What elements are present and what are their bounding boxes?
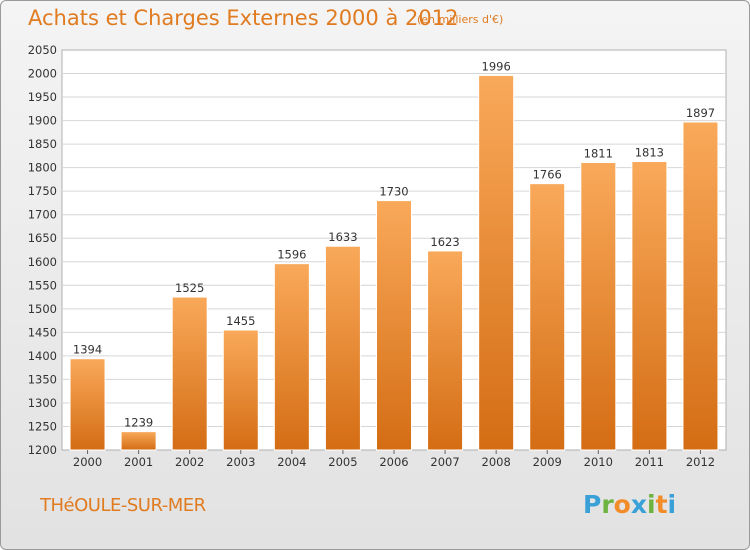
y-tick-label: 1600 — [28, 255, 57, 269]
bar-2011 — [631, 161, 668, 451]
logo-letter: o — [613, 490, 631, 519]
data-label-2011: 1813 — [635, 146, 664, 160]
bar-2005 — [324, 245, 361, 451]
bar-2012 — [682, 121, 719, 451]
x-tick-label: 2008 — [482, 455, 511, 469]
data-label-2001: 1239 — [124, 416, 153, 430]
x-tick-label: 2003 — [226, 455, 255, 469]
y-tick-label: 1850 — [28, 137, 57, 151]
proxiti-logo: Proxiti — [583, 490, 676, 519]
bar-2003 — [222, 329, 259, 451]
data-label-2003: 1455 — [226, 314, 255, 328]
y-tick-label: 1250 — [28, 419, 57, 433]
x-tick-label: 2010 — [584, 455, 613, 469]
bar-2007 — [427, 250, 464, 451]
x-tick-label: 2007 — [430, 455, 459, 469]
data-labels: 1394 1239 1525 1455 1596 1633 1730 1623 1996 1766… — [73, 59, 715, 429]
data-label-2008: 1996 — [482, 59, 511, 73]
bar-2004 — [273, 263, 310, 451]
x-tick-label: 2002 — [175, 455, 204, 469]
x-tick-label: 2009 — [533, 455, 562, 469]
data-label-2000: 1394 — [73, 343, 102, 357]
bars — [69, 74, 719, 451]
data-label-2010: 1811 — [584, 146, 613, 160]
x-axis-tick-labels: 2000 2001 2002 2003 2004 2005 2006 2007 2008 2009… — [73, 450, 715, 469]
y-tick-label: 1900 — [28, 114, 57, 128]
bar-2000 — [69, 358, 106, 451]
bar-2010 — [580, 161, 617, 451]
logo-letter: x — [630, 490, 647, 519]
bar-2009 — [529, 183, 566, 451]
bar-2002 — [171, 296, 208, 451]
x-tick-label: 2005 — [328, 455, 357, 469]
y-tick-label: 1300 — [28, 396, 57, 410]
logo-letter: P — [583, 490, 602, 519]
data-label-2004: 1596 — [277, 248, 306, 262]
y-tick-label: 1500 — [28, 302, 57, 316]
x-tick-label: 2000 — [73, 455, 102, 469]
y-tick-label: 1950 — [28, 90, 57, 104]
data-label-2007: 1623 — [430, 235, 459, 249]
x-tick-label: 2011 — [635, 455, 664, 469]
y-tick-label: 1400 — [28, 349, 57, 363]
data-label-2002: 1525 — [175, 281, 204, 295]
data-label-2006: 1730 — [379, 185, 408, 199]
x-tick-label: 2001 — [124, 455, 153, 469]
y-tick-label: 2050 — [28, 43, 57, 57]
logo-letter: i — [647, 490, 656, 519]
logo-letter: t — [655, 490, 668, 519]
x-tick-label: 2006 — [379, 455, 408, 469]
y-tick-label: 1800 — [28, 161, 57, 175]
y-tick-label: 1200 — [28, 443, 57, 457]
logo-letter: i — [667, 490, 677, 519]
y-tick-label: 2000 — [28, 67, 57, 81]
logo-letter: r — [601, 490, 614, 519]
bar-2008 — [478, 74, 515, 451]
x-tick-label: 2012 — [686, 455, 715, 469]
data-label-2012: 1897 — [686, 106, 715, 120]
bar-2006 — [376, 200, 412, 451]
y-tick-label: 1650 — [28, 231, 57, 245]
y-axis-tick-labels: 1200 1250 1300 1350 1400 1450 1500 1550 1600 1650… — [28, 43, 57, 457]
data-label-2005: 1633 — [328, 230, 357, 244]
chart-title: Achats et Charges Externes 2000 à 2012 — [28, 6, 459, 30]
commune-name: THéOULE-SUR-MER — [40, 495, 206, 516]
data-label-2009: 1766 — [533, 168, 562, 182]
y-tick-label: 1450 — [28, 325, 57, 339]
y-tick-label: 1750 — [28, 184, 57, 198]
y-tick-label: 1700 — [28, 208, 57, 222]
y-tick-label: 1350 — [28, 372, 57, 386]
y-tick-label: 1550 — [28, 278, 57, 292]
chart-subtitle: (en milliers d'€) — [417, 13, 504, 26]
bar-2001 — [120, 431, 157, 451]
x-tick-label: 2004 — [277, 455, 306, 469]
